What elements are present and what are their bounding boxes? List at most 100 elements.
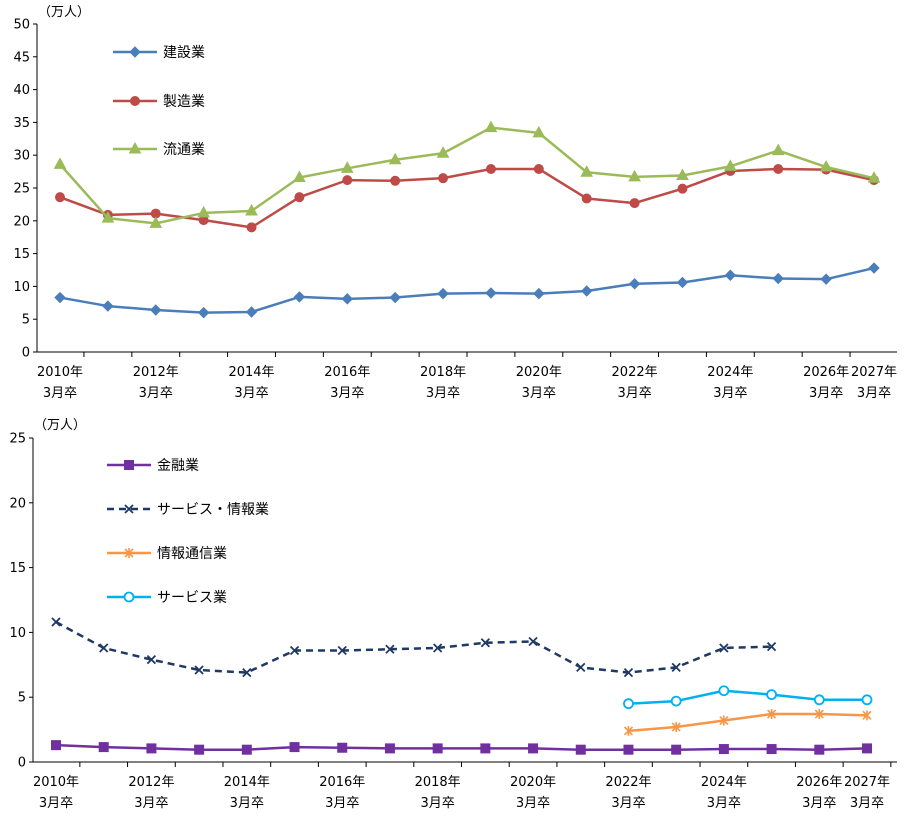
data-point xyxy=(532,125,546,138)
data-point xyxy=(149,216,163,228)
data-point xyxy=(433,643,443,653)
data-point xyxy=(390,175,401,186)
legend-marker xyxy=(129,46,141,58)
legend-item: 製造業 xyxy=(113,94,205,110)
x-tick-label: 3月卒 xyxy=(713,386,747,401)
legend-marker xyxy=(123,591,135,603)
legend-marker xyxy=(124,460,134,470)
x-tick-label: 3月卒 xyxy=(522,386,556,401)
x-tick-label: 3月卒 xyxy=(421,796,455,811)
y-tick-label: 10 xyxy=(9,626,26,641)
y-tick-label: 40 xyxy=(13,83,30,98)
data-point xyxy=(670,695,682,707)
data-point xyxy=(246,222,257,233)
data-point xyxy=(245,306,258,318)
y-tick-label: 10 xyxy=(13,280,30,295)
data-point xyxy=(766,689,777,701)
data-point xyxy=(719,643,729,653)
data-point xyxy=(814,709,824,720)
legend-label: 建設業 xyxy=(163,45,205,61)
x-tick-label: 3月卒 xyxy=(809,386,843,401)
y-tick-label: 0 xyxy=(18,756,26,771)
data-point xyxy=(484,120,498,133)
legend-label: サービス業 xyxy=(157,590,227,606)
data-point xyxy=(533,287,545,300)
data-point xyxy=(146,654,157,665)
data-point xyxy=(485,163,496,174)
data-point xyxy=(389,291,401,304)
data-point xyxy=(245,203,258,216)
legend-marker xyxy=(128,141,142,154)
data-point xyxy=(867,171,881,183)
data-point xyxy=(340,161,354,173)
x-tick-label: 2010年 xyxy=(33,775,79,790)
legend-label: 流通業 xyxy=(163,142,205,158)
series-line xyxy=(55,620,772,674)
x-tick-label: 3月卒 xyxy=(611,796,645,811)
legend-label: 金融業 xyxy=(157,458,199,474)
x-tick-label: 2027年 xyxy=(844,775,890,790)
x-tick-label: 2012年 xyxy=(133,365,179,380)
legend-marker xyxy=(130,96,140,106)
x-tick-label: 3月卒 xyxy=(325,796,359,811)
data-point xyxy=(868,262,880,274)
data-point xyxy=(485,287,497,299)
y-tick-label: 50 xyxy=(13,18,30,33)
legend-label: 情報通信業 xyxy=(157,546,227,562)
data-point xyxy=(53,157,67,169)
series-サービス・情報業 xyxy=(51,617,777,678)
data-point xyxy=(101,211,115,223)
y-tick-label: 25 xyxy=(13,182,30,197)
y-axis-unit-label: （万人） xyxy=(34,418,86,433)
chart-panel-2: （万人） 0 5 10 15 20 25 2010年 3月卒 2012年 3月卒 2014年 3月卒 20… xyxy=(9,418,897,811)
data-point xyxy=(289,645,300,656)
legend-label: サービス・情報業 xyxy=(157,502,269,518)
data-point xyxy=(771,143,785,156)
x-tick-label: 2016年 xyxy=(324,365,370,380)
legend-item: 建設業 xyxy=(113,45,205,61)
legend-marker xyxy=(124,548,134,558)
data-point xyxy=(51,740,61,751)
data-point xyxy=(438,173,449,184)
series-サービス業 xyxy=(623,685,873,710)
legend-item: 情報通信業 xyxy=(107,546,227,562)
x-tick-label: 3月卒 xyxy=(43,386,77,401)
y-tick-label: 0 xyxy=(22,346,30,361)
x-tick-label: 3月卒 xyxy=(234,386,268,401)
x-tick-label: 2022年 xyxy=(605,775,651,790)
data-point xyxy=(197,306,210,319)
data-point xyxy=(773,163,784,174)
data-point xyxy=(820,273,832,285)
data-point xyxy=(671,722,681,733)
y-tick-label: 35 xyxy=(13,116,30,131)
data-point xyxy=(480,638,490,648)
legend-item: 流通業 xyxy=(113,141,205,158)
y-tick-label: 45 xyxy=(13,50,30,65)
series-金融業 xyxy=(51,740,872,755)
x-tick-label: 3月卒 xyxy=(426,386,460,401)
data-point xyxy=(623,744,634,755)
data-point xyxy=(861,694,873,706)
data-point xyxy=(862,743,872,754)
data-point xyxy=(242,667,252,678)
data-point xyxy=(772,272,784,285)
data-point xyxy=(289,742,300,753)
data-point xyxy=(55,192,65,203)
data-point xyxy=(724,159,737,171)
x-tick-label: 2024年 xyxy=(701,775,747,790)
series-line xyxy=(628,712,868,733)
series-line xyxy=(628,689,867,705)
data-point xyxy=(102,300,114,312)
x-tick-label: 3月卒 xyxy=(134,796,168,811)
y-tick-label: 20 xyxy=(13,214,30,229)
data-point xyxy=(341,293,354,305)
series-line xyxy=(59,266,875,314)
data-point xyxy=(629,198,640,209)
x-tick-label: 3月卒 xyxy=(857,386,891,401)
series-情報通信業 xyxy=(623,709,872,736)
data-point xyxy=(671,662,681,673)
x-tick-label: 2026年 xyxy=(803,365,849,380)
x-tick-label: 3月卒 xyxy=(330,386,364,401)
data-point xyxy=(623,698,634,710)
